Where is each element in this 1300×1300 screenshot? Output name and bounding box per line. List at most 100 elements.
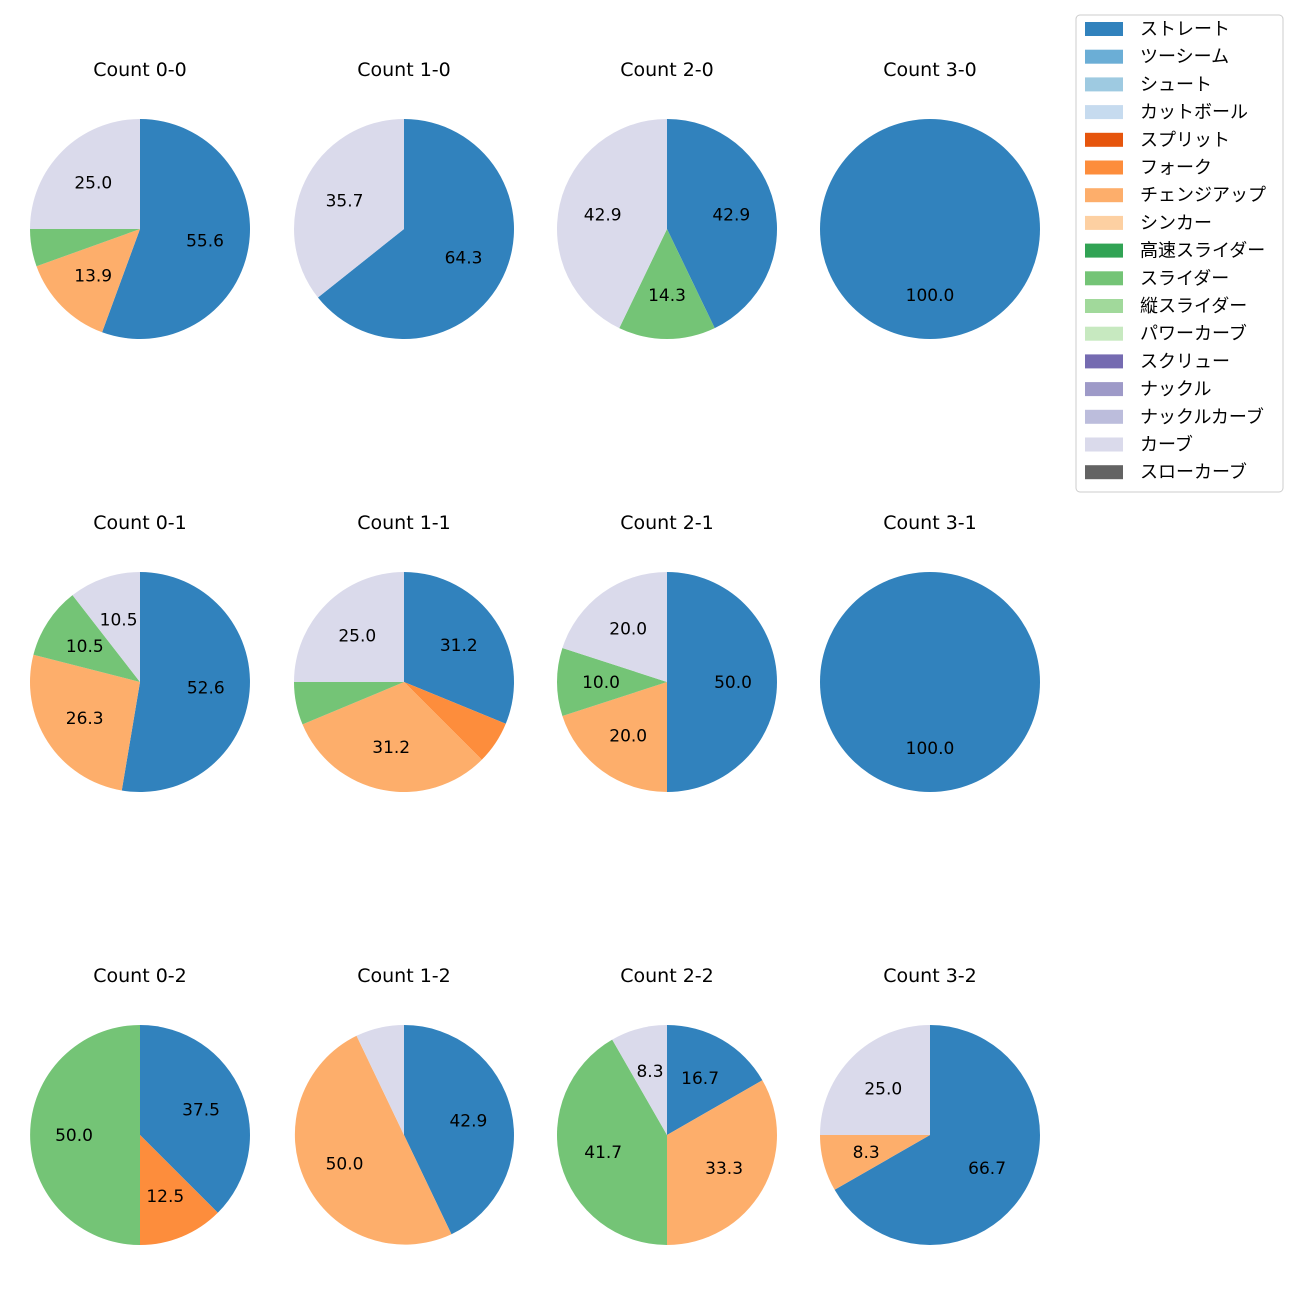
pie-slice-label: 20.0 [609, 726, 647, 746]
legend-swatch [1085, 160, 1123, 175]
pie-chart: Count 1-0 64.3 35.7 [294, 59, 515, 339]
legend-label: スライダー [1140, 268, 1229, 289]
pie-slice [819, 1135, 930, 1190]
pie-slice [820, 1025, 930, 1135]
pie-slice-label: 8.3 [853, 1143, 880, 1163]
legend-item: チェンジアップ [1085, 185, 1266, 206]
pie-slice-label: 26.3 [66, 709, 104, 729]
pie-slice-label: 31.2 [372, 738, 410, 758]
pie-slice [556, 1039, 667, 1245]
pie-slice-label: 41.7 [584, 1143, 622, 1163]
legend-swatch [1085, 465, 1123, 480]
pie-slice [556, 648, 667, 716]
pie-title: Count 1-2 [357, 965, 451, 987]
pie-title: Count 0-1 [93, 512, 187, 534]
pie-title: Count 0-2 [93, 965, 187, 987]
pie-slice [30, 119, 140, 229]
legend-label: カットボール [1140, 102, 1248, 123]
pie-slice-label: 100.0 [906, 286, 955, 306]
pie-slice [612, 1025, 667, 1135]
legend-item: ストレート [1085, 19, 1230, 40]
pie-chart: Count 0-0 55.6 13.9 25.0 [30, 59, 251, 339]
pie-slice [562, 682, 667, 792]
pie-slice [102, 119, 251, 339]
pie-slice [36, 229, 140, 333]
pie-slice [33, 595, 140, 682]
legend-label: スプリット [1140, 130, 1230, 151]
legend: ストレートツーシームシュートカットボールスプリットフォークチェンジアップシンカー… [1075, 14, 1284, 493]
pie-slice-label: 64.3 [445, 249, 483, 269]
pie-slice-label: 12.5 [146, 1187, 184, 1207]
legend-swatch [1085, 243, 1123, 258]
pie-slice-label: 25.0 [338, 626, 376, 646]
legend-item: フォーク [1085, 158, 1212, 179]
legend-label: シュート [1140, 74, 1212, 95]
pie-slice-label: 100.0 [906, 739, 955, 759]
pie-chart: Count 1-2 42.9 50.0 [294, 965, 514, 1245]
pie-chart: Count 2-1 50.0 20.0 10.0 20.0 [556, 512, 777, 792]
pie-slice-label: 13.9 [74, 267, 112, 287]
legend-swatch [1085, 77, 1123, 92]
pie-slice [404, 572, 515, 724]
pie-slice [140, 1025, 250, 1213]
legend-swatch [1085, 215, 1123, 230]
legend-item: 高速スライダー [1085, 241, 1265, 262]
pie-slice [140, 1135, 218, 1245]
legend-item: カーブ [1085, 434, 1193, 456]
pie-slice [404, 682, 506, 760]
pie-title: Count 3-2 [883, 965, 977, 987]
pie-slice-label: 66.7 [968, 1159, 1006, 1179]
legend-item: パワーカーブ [1085, 323, 1247, 345]
legend-swatch [1085, 299, 1123, 313]
pie-slice [294, 1035, 452, 1245]
pie-slice-label: 50.0 [326, 1155, 364, 1175]
pie-slice [562, 572, 667, 682]
pie-slice [30, 229, 140, 267]
pie-slice-label: 25.0 [74, 173, 112, 193]
legend-label: シンカー [1140, 213, 1212, 234]
pie-slice [667, 572, 777, 792]
legend-swatch [1085, 132, 1123, 147]
pie-slice-label: 42.9 [712, 205, 750, 225]
legend-item: スローカーブ [1085, 461, 1247, 483]
pie-slice [30, 1025, 140, 1245]
legend-label: 縦スライダー [1140, 296, 1247, 317]
pie-slice [619, 229, 715, 340]
legend-item: スライダー [1085, 268, 1229, 289]
pie-slice-label: 33.3 [705, 1159, 743, 1179]
pie-slice-label: 16.7 [681, 1069, 719, 1089]
legend-label: カーブ [1140, 434, 1193, 456]
legend-swatch [1085, 105, 1123, 120]
legend-swatch [1085, 49, 1123, 64]
pie-slice [820, 572, 1040, 792]
pie-chart: Count 3-2 66.7 8.3 25.0 [819, 965, 1040, 1245]
pie-slice [317, 119, 515, 339]
pie-title: Count 1-0 [357, 59, 451, 81]
pie-chart: Count 0-2 37.5 12.5 50.0 [30, 965, 250, 1245]
pie-slice-label: 25.0 [864, 1079, 902, 1099]
pie-slice [667, 119, 778, 329]
pie-slice [834, 1025, 1040, 1245]
legend-swatch [1085, 22, 1123, 36]
pie-title: Count 3-1 [883, 512, 977, 534]
legend-frame [1075, 14, 1284, 493]
pie-slice-label: 10.0 [582, 673, 620, 693]
pie-slice [820, 119, 1040, 339]
legend-item: 縦スライダー [1085, 296, 1247, 317]
pie-chart: Count 2-2 16.7 33.3 41.7 8.3 [556, 965, 778, 1245]
pie-slice [29, 654, 141, 791]
legend-label: スクリュー [1140, 351, 1230, 372]
pie-title: Count 2-0 [620, 59, 714, 81]
pie-title: Count 2-2 [620, 965, 714, 987]
pie-slice-label: 52.6 [187, 679, 225, 699]
pie-slice-label: 35.7 [326, 191, 364, 211]
legend-item: ナックル [1085, 379, 1211, 400]
legend-swatch [1085, 437, 1123, 452]
pie-title: Count 3-0 [883, 59, 977, 81]
pie-slice [121, 572, 250, 793]
pie-slice-label: 8.3 [636, 1062, 663, 1082]
legend-item: ツーシーム [1085, 47, 1229, 68]
pie-title: Count 1-1 [357, 512, 451, 534]
pie-slice-label: 50.0 [55, 1126, 93, 1146]
